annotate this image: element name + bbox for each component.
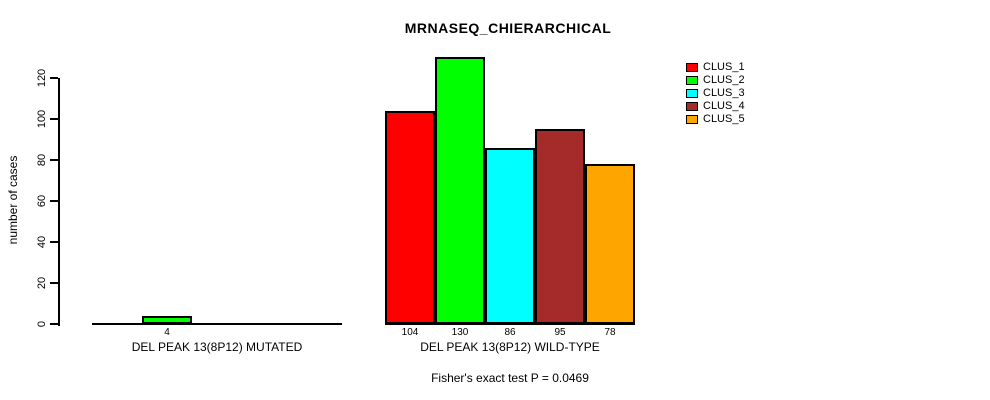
y-axis-tick-label: 60 [36, 194, 48, 208]
legend-swatch-clus_5 [686, 115, 698, 124]
chart-title: MRNASEQ_CHIERARCHICAL [404, 20, 612, 36]
y-axis-tick [50, 77, 58, 79]
y-axis-tick-label: 0 [36, 320, 48, 328]
bar-value-label: 104 [401, 327, 419, 338]
y-axis-line [58, 78, 60, 326]
y-axis-tick-label: 80 [36, 153, 48, 167]
y-axis-tick [50, 118, 58, 120]
y-axis-tick [50, 323, 58, 325]
x-category-label: DEL PEAK 13(8P12) WILD-TYPE [420, 340, 600, 354]
legend-label-clus_4: CLUS_4 [703, 100, 745, 112]
bar-clus_4 [535, 129, 585, 324]
bar-clus_5 [585, 164, 635, 324]
x-axis-baseline [92, 323, 342, 325]
bar-clus_2 [142, 316, 192, 324]
legend-swatch-clus_4 [686, 102, 698, 111]
y-axis-tick-label: 20 [36, 276, 48, 290]
bar-clus_1 [385, 111, 435, 324]
bar-value-label: 4 [164, 327, 170, 338]
y-axis-tick-label: 120 [36, 68, 48, 88]
y-axis-tick [50, 282, 58, 284]
legend-swatch-clus_1 [686, 63, 698, 72]
y-axis-label: number of cases [6, 155, 20, 245]
bar-value-label: 130 [451, 327, 469, 338]
fisher-test-annotation: Fisher's exact test P = 0.0469 [431, 371, 589, 385]
bar-value-label: 78 [604, 327, 616, 338]
x-category-label: DEL PEAK 13(8P12) MUTATED [131, 340, 303, 354]
legend-label-clus_3: CLUS_3 [703, 87, 745, 99]
y-axis-tick [50, 159, 58, 161]
legend-swatch-clus_3 [686, 89, 698, 98]
bar-value-label: 95 [554, 327, 566, 338]
bar-clus_2 [435, 57, 485, 324]
y-axis-tick-label: 40 [36, 235, 48, 249]
y-axis-tick-label: 100 [36, 109, 48, 129]
x-axis-baseline [385, 323, 635, 325]
bar-value-label: 86 [504, 327, 516, 338]
legend-label-clus_1: CLUS_1 [703, 61, 745, 73]
y-axis-tick [50, 241, 58, 243]
y-axis-tick [50, 200, 58, 202]
bar-clus_3 [485, 148, 535, 324]
legend-label-clus_5: CLUS_5 [703, 113, 745, 125]
legend-swatch-clus_2 [686, 76, 698, 85]
legend-label-clus_2: CLUS_2 [703, 74, 745, 86]
